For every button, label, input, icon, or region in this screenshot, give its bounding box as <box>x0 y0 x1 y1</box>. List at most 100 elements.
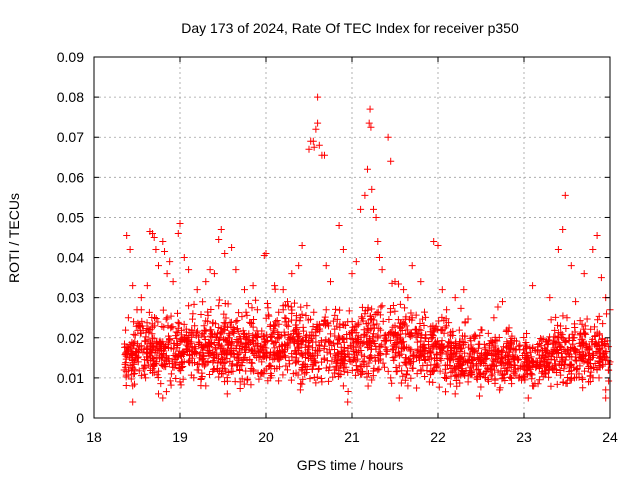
data-point <box>285 339 293 347</box>
data-point <box>525 357 533 365</box>
data-point <box>340 368 348 376</box>
data-point <box>236 345 244 353</box>
data-point <box>159 306 167 314</box>
data-point <box>385 315 393 323</box>
data-point <box>128 350 136 358</box>
data-point <box>314 326 322 334</box>
data-point <box>576 331 584 339</box>
data-point <box>482 348 490 356</box>
data-point <box>123 231 131 239</box>
data-point <box>561 337 569 345</box>
data-point <box>134 358 142 366</box>
data-point <box>496 384 504 392</box>
data-point <box>206 343 214 351</box>
data-point <box>381 363 389 371</box>
data-point <box>189 350 197 358</box>
data-point <box>489 356 497 364</box>
data-point <box>559 312 567 320</box>
data-point <box>273 317 281 325</box>
data-point <box>583 315 591 323</box>
data-point <box>578 374 586 382</box>
data-point <box>364 344 372 352</box>
data-point <box>161 343 169 351</box>
data-point <box>281 331 289 339</box>
data-point <box>447 372 455 380</box>
data-point <box>553 346 561 354</box>
data-point <box>423 367 431 375</box>
x-tick-label: 20 <box>258 429 274 445</box>
data-point <box>247 381 255 389</box>
data-point <box>178 350 186 358</box>
data-point <box>348 358 356 366</box>
data-point <box>549 337 557 345</box>
data-point <box>122 381 130 389</box>
data-point <box>366 105 374 113</box>
data-point <box>562 356 570 364</box>
data-point <box>122 350 130 358</box>
data-point <box>232 318 240 326</box>
data-point <box>302 338 310 346</box>
data-point <box>573 357 581 365</box>
data-point <box>173 334 181 342</box>
data-point <box>262 338 270 346</box>
data-point <box>413 384 421 392</box>
data-point <box>359 358 367 366</box>
data-point <box>240 380 248 388</box>
data-point <box>225 368 233 376</box>
data-point <box>297 303 305 311</box>
data-point <box>253 353 261 361</box>
data-point <box>170 351 178 359</box>
data-point <box>150 334 158 342</box>
data-point <box>129 339 137 347</box>
data-point <box>368 315 376 323</box>
data-point <box>552 313 560 321</box>
data-point <box>360 326 368 334</box>
data-point <box>280 348 288 356</box>
data-point <box>445 319 453 327</box>
data-point <box>302 369 310 377</box>
data-point <box>130 369 138 377</box>
data-point <box>154 318 162 326</box>
data-point <box>249 366 257 374</box>
data-point <box>348 270 356 278</box>
data-point <box>204 359 212 367</box>
data-point <box>262 348 270 356</box>
data-point <box>412 311 420 319</box>
data-point <box>467 368 475 376</box>
data-point <box>418 315 426 323</box>
data-point <box>389 354 397 362</box>
data-point <box>396 300 404 308</box>
data-point <box>314 119 322 127</box>
y-tick-label: 0.03 <box>57 290 84 306</box>
data-point <box>520 334 528 342</box>
data-point <box>236 378 244 386</box>
data-point <box>305 342 313 350</box>
data-point <box>204 349 212 357</box>
data-point <box>227 350 235 358</box>
data-point <box>378 302 386 310</box>
data-point <box>377 303 385 311</box>
data-point <box>160 323 168 331</box>
data-point <box>180 320 188 328</box>
data-point <box>364 382 372 390</box>
data-point <box>142 374 150 382</box>
y-tick-label: 0.04 <box>57 250 84 266</box>
data-point <box>595 374 603 382</box>
y-tick-label: 0.05 <box>57 209 84 225</box>
data-point <box>172 375 180 383</box>
data-point <box>561 191 569 199</box>
data-point <box>275 333 283 341</box>
data-point <box>367 123 375 131</box>
data-point <box>400 338 408 346</box>
data-point <box>527 370 535 378</box>
data-point <box>350 326 358 334</box>
data-point <box>392 364 400 372</box>
data-point <box>292 354 300 362</box>
data-point <box>252 340 260 348</box>
data-point <box>127 375 135 383</box>
data-point <box>357 347 365 355</box>
data-point <box>250 316 258 324</box>
data-point <box>196 339 204 347</box>
data-point <box>162 388 170 396</box>
data-point <box>478 359 486 367</box>
